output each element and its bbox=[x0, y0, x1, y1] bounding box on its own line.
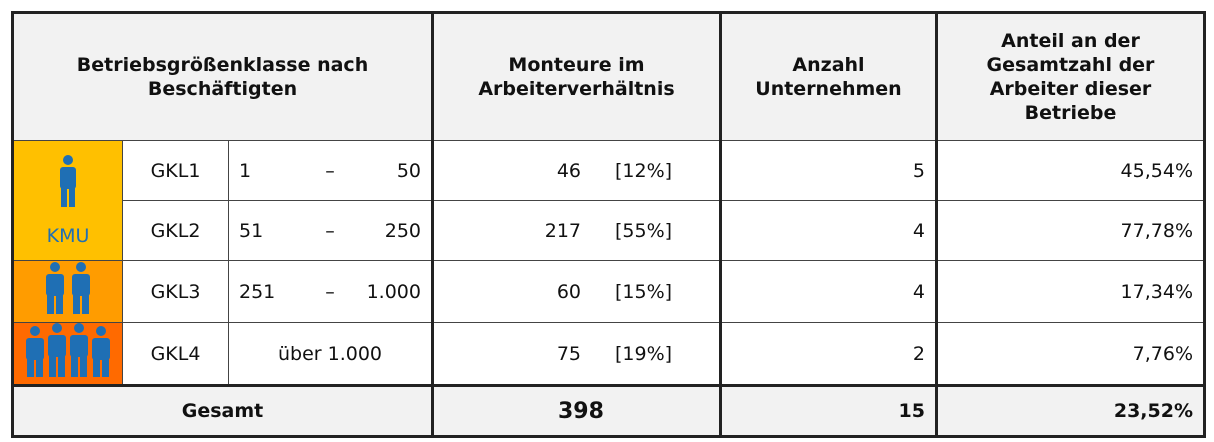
header-cell: Betriebsgrößenklasse nach Beschäftigten bbox=[12, 12, 433, 141]
text: – bbox=[325, 219, 335, 242]
cell: 46 [12%] bbox=[431, 140, 721, 201]
cell: 60 [15%] bbox=[431, 260, 721, 323]
cell: 398 bbox=[431, 384, 721, 437]
row: GKL3 251 – 1.000 60 [15%] 4 17,34% bbox=[12, 260, 1205, 323]
cell: GKL3 bbox=[122, 260, 229, 323]
cell: 17,34% bbox=[935, 260, 1205, 323]
header-cell: Anteil an der Gesamtzahl der Arbeiter di… bbox=[935, 12, 1205, 141]
cell: 1 – 50 bbox=[228, 140, 433, 201]
cell: GKL1 bbox=[122, 140, 229, 201]
icon bbox=[60, 155, 76, 207]
text: [15%] bbox=[615, 280, 673, 303]
table: Betriebsgrößenklasse nach Beschäftigten … bbox=[11, 11, 1206, 438]
cell: 217 [55%] bbox=[431, 200, 721, 261]
text: 75 bbox=[556, 342, 581, 365]
cell: 2 bbox=[719, 322, 937, 386]
cell: 15 bbox=[719, 384, 937, 437]
cell: 7,76% bbox=[935, 322, 1205, 386]
cell: 23,52% bbox=[935, 384, 1205, 437]
text: 250 bbox=[384, 219, 421, 242]
cell: Gesamt bbox=[12, 384, 433, 437]
header-row: Betriebsgrößenklasse nach Beschäftigten … bbox=[12, 12, 1205, 141]
text: 50 bbox=[396, 159, 421, 182]
cell: 75 [19%] bbox=[431, 322, 721, 386]
text: 1.000 bbox=[366, 280, 421, 303]
cell: 4 bbox=[719, 260, 937, 323]
text: [55%] bbox=[615, 219, 673, 242]
text: – bbox=[325, 280, 335, 303]
text: 1 bbox=[239, 159, 252, 182]
cell: GKL2 bbox=[122, 200, 229, 261]
cell: 45,54% bbox=[935, 140, 1205, 201]
text: – bbox=[325, 159, 335, 182]
cell: 51 – 250 bbox=[228, 200, 433, 261]
icon bbox=[46, 262, 90, 314]
icon-cell: KMU bbox=[12, 140, 123, 261]
row: KMU GKL1 1 – 50 46 [12%] 5 45,54% bbox=[12, 140, 1205, 261]
cell: GKL4 bbox=[122, 322, 229, 386]
cell: 77,78% bbox=[935, 200, 1205, 261]
text: 217 bbox=[544, 219, 581, 242]
text: 46 bbox=[556, 159, 581, 182]
cell: 251 – 1.000 bbox=[228, 260, 433, 323]
text: 60 bbox=[556, 280, 581, 303]
text: [19%] bbox=[615, 342, 673, 365]
text: 251 bbox=[239, 280, 276, 303]
icon bbox=[26, 323, 110, 377]
cell: 5 bbox=[719, 140, 937, 201]
text: 51 bbox=[239, 219, 264, 242]
total-row: Gesamt 398 15 23,52% bbox=[12, 384, 1205, 437]
icon-cell bbox=[12, 260, 123, 323]
text: [12%] bbox=[615, 159, 673, 182]
cell: 4 bbox=[719, 200, 937, 261]
kmu-label: KMU bbox=[46, 225, 90, 247]
header-cell: Anzahl Unternehmen bbox=[719, 12, 937, 141]
cell: über 1.000 bbox=[228, 322, 433, 386]
icon-cell bbox=[12, 322, 123, 386]
row: GKL2 51 – 250 217 [55%] 4 77,78% bbox=[13, 200, 1205, 261]
header-cell: Monteure im Arbeiterverhältnis bbox=[431, 12, 721, 141]
row: GKL4 über 1.000 75 [19%] 2 7,76% bbox=[12, 322, 1205, 386]
